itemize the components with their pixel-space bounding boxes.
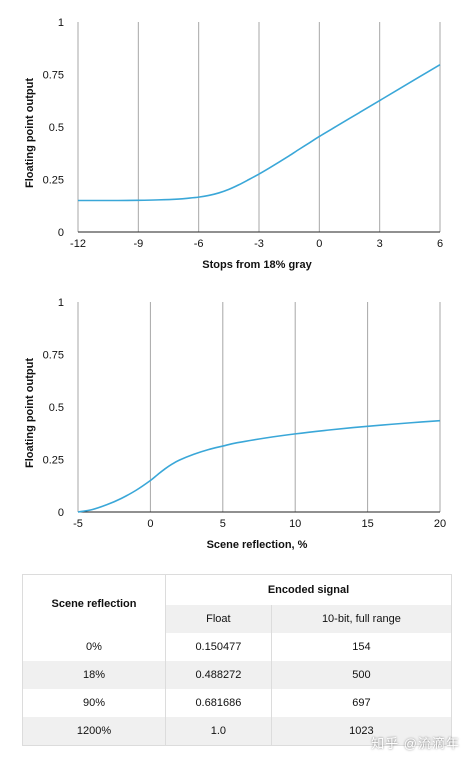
column-header-10bit: 10-bit, full range [271, 605, 452, 633]
column-header-float: Float [165, 605, 272, 633]
x-tick-label: 10 [289, 518, 301, 530]
series-line [77, 419, 441, 513]
x-tick-label: 20 [434, 518, 446, 530]
x-tick-label: 15 [361, 518, 373, 530]
cell-scene: 90% [22, 689, 166, 717]
x-tick-label: 0 [316, 238, 322, 250]
cell-float: 0.681686 [165, 689, 272, 717]
cell-10bit: 697 [352, 697, 371, 709]
y-axis-title: Floating point output [24, 358, 36, 468]
cell-10bit: 154 [352, 641, 371, 653]
table-row: 1200% 1.0 1023 [22, 717, 452, 746]
cell-scene: 1200% [22, 717, 166, 746]
series-line [78, 63, 441, 202]
x-tick-label: -5 [73, 518, 83, 530]
y-tick-label: 0.25 [43, 455, 64, 467]
cell-10bit: 1023 [271, 717, 452, 746]
x-axis-title: Stops from 18% gray [202, 259, 312, 271]
y-tick-label: 0.75 [43, 350, 64, 362]
cell-float: 0.488272 [165, 661, 272, 689]
x-tick-label: -12 [70, 238, 86, 250]
x-tick-label: 6 [437, 238, 443, 250]
y-tick-label: 0.5 [49, 122, 64, 134]
encoding-table-container: Scene reflection Encoded signal Float 10… [22, 574, 452, 746]
cell-scene: 0% [22, 633, 166, 661]
table-row: 18% 0.488272 500 [22, 661, 452, 689]
y-tick-label: 1 [58, 17, 64, 29]
x-tick-label: 5 [220, 518, 226, 530]
y-tick-label: 0 [58, 227, 64, 239]
y-axis-title: Floating point output [24, 78, 36, 188]
x-tick-label: -6 [194, 238, 204, 250]
y-tick-label: 0.25 [43, 175, 64, 187]
table-row: 90% 0.681686 697 [22, 689, 452, 717]
encoding-table: Scene reflection Encoded signal Float 10… [22, 574, 452, 746]
x-axis-title: Scene reflection, % [207, 539, 308, 551]
cell-float: 0.150477 [165, 633, 272, 661]
chart-scene-reflection-svg: -5 0 5 10 15 20 0 0.25 0.5 0.75 1 Scene reflection,… [24, 297, 446, 551]
chart-scene-reflection: -5 0 5 10 15 20 0 0.25 0.5 0.75 1 Scene reflection,… [0, 280, 474, 560]
watermark: 知乎 @流滴年 [371, 736, 460, 751]
x-tick-label: 0 [147, 518, 153, 530]
y-tick-label: 1 [58, 297, 64, 309]
x-tick-label: -3 [254, 238, 264, 250]
cell-float: 1.0 [165, 717, 272, 746]
group-header: Encoded signal [267, 584, 350, 596]
row-header: Scene reflection [22, 574, 166, 633]
chart-stops: -12 -9 -6 -3 0 3 6 0 0.25 0.5 0.75 1 Stops from 18% … [0, 0, 474, 280]
y-tick-label: 0.75 [43, 70, 64, 82]
chart-stops-svg: -12 -9 -6 -3 0 3 6 0 0.25 0.5 0.75 1 Stops from 18% … [24, 17, 443, 271]
cell-scene: 18% [22, 661, 166, 689]
x-tick-label: 3 [377, 238, 383, 250]
x-tick-label: -9 [133, 238, 143, 250]
y-tick-label: 0.5 [49, 402, 64, 414]
cell-10bit: 500 [271, 661, 452, 689]
table-row: 0% 0.150477 154 [22, 633, 452, 661]
y-tick-label: 0 [58, 507, 64, 519]
